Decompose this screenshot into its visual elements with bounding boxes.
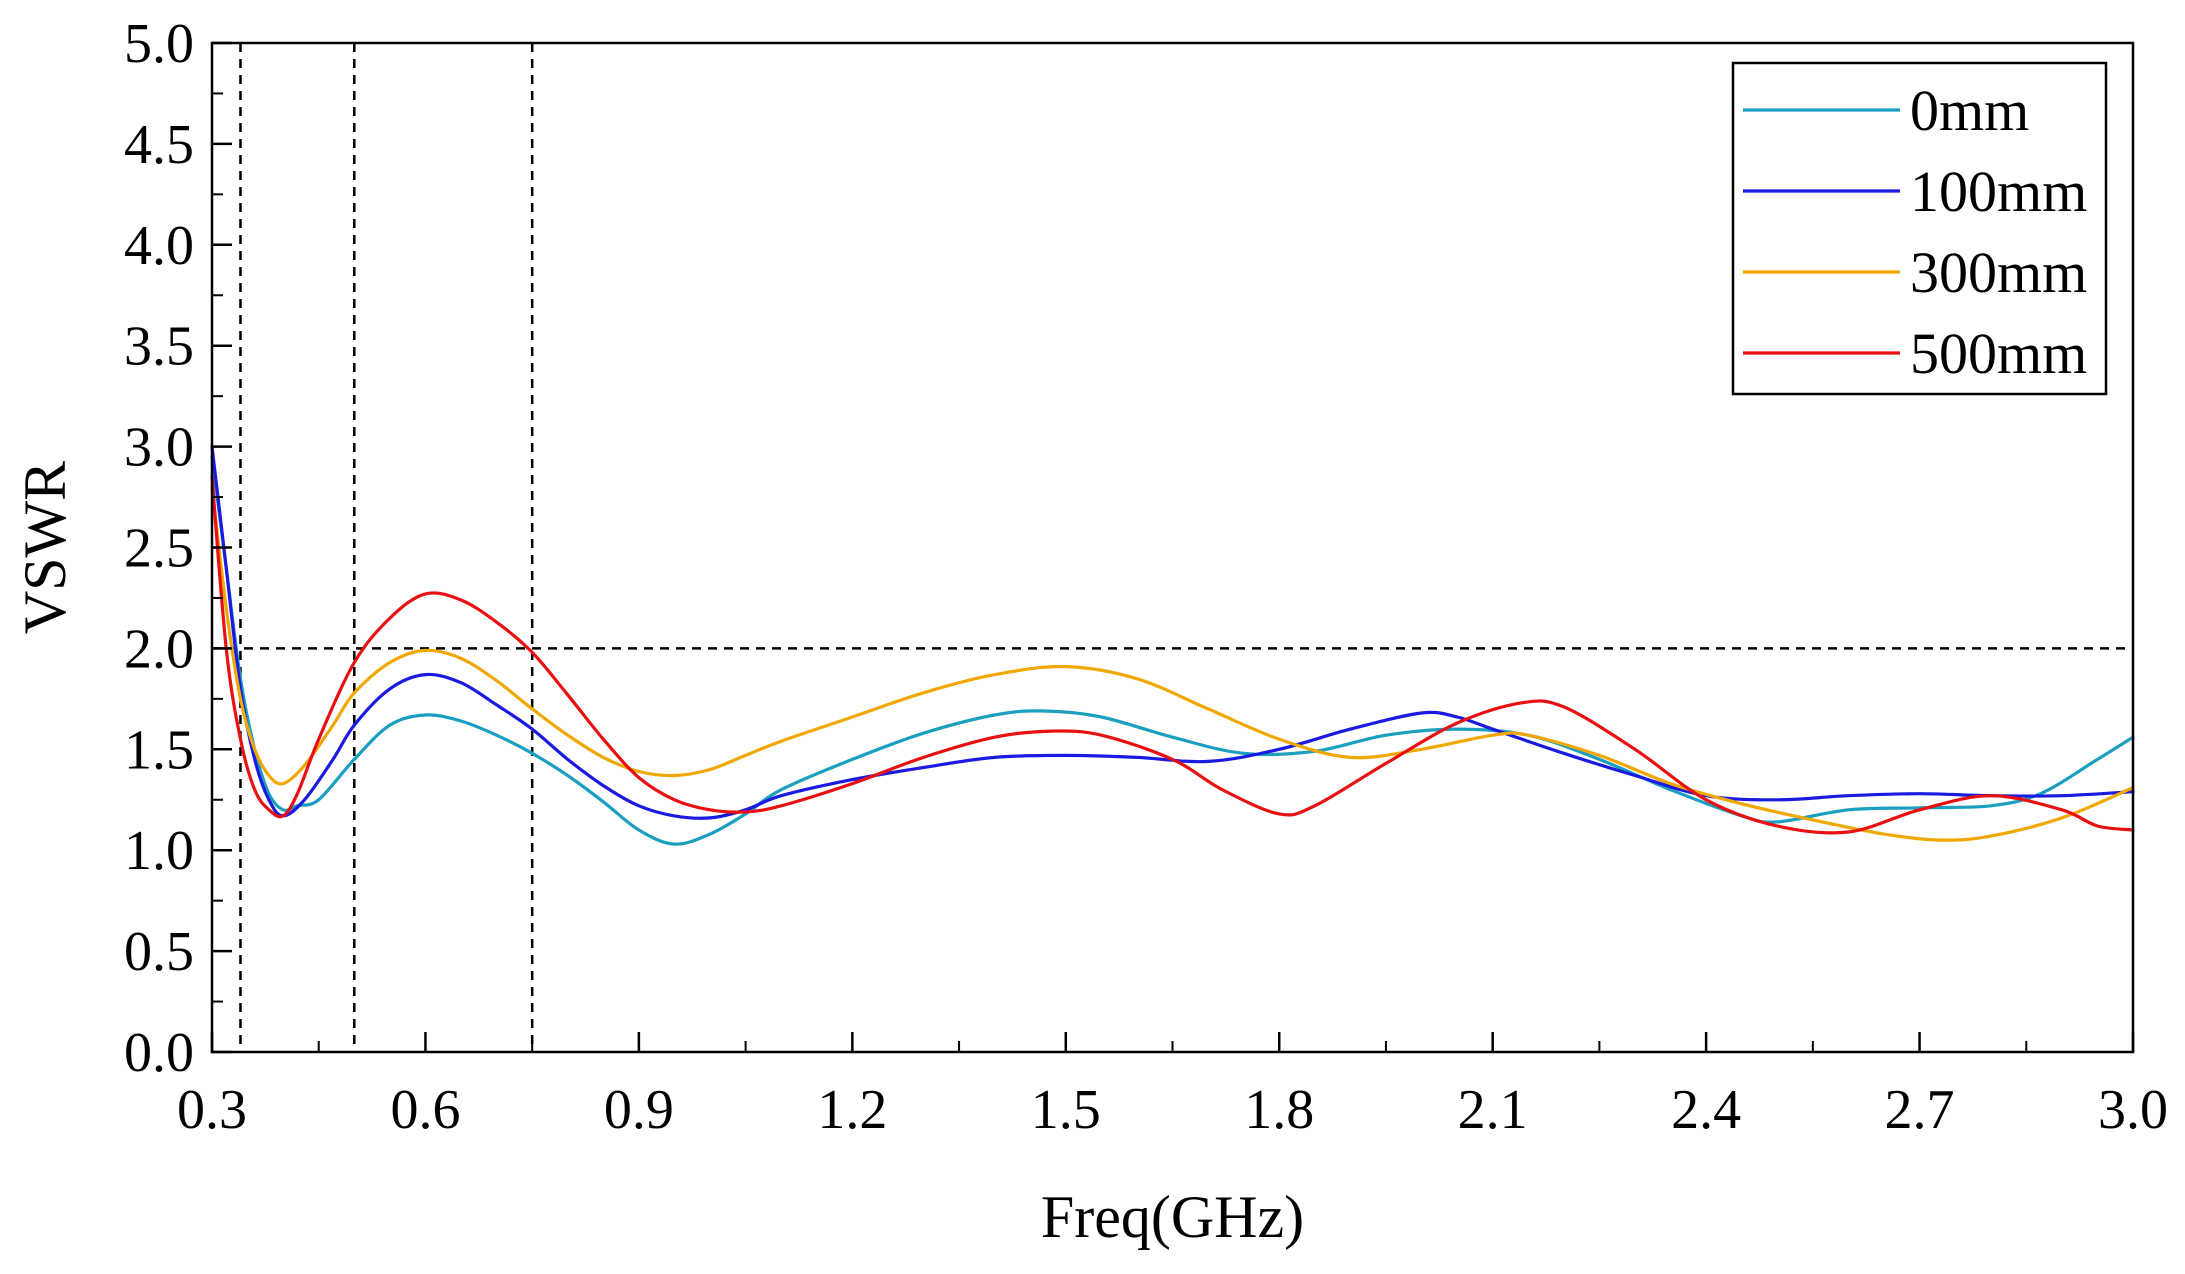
x-tick-label: 1.2 xyxy=(817,1079,887,1141)
y-tick-label: 0.0 xyxy=(124,1022,194,1084)
y-tick-label: 2.0 xyxy=(124,618,194,680)
series-line-0mm xyxy=(210,455,2135,846)
series-line-500mm xyxy=(210,475,2135,835)
x-axis-title: Freq(GHz) xyxy=(1041,1184,1304,1250)
legend-label: 100mm xyxy=(1910,159,2087,224)
x-tick-label: 2.4 xyxy=(1671,1079,1741,1141)
legend-box xyxy=(1731,61,2108,396)
y-tick-label: 1.0 xyxy=(124,820,194,882)
x-tick-label: 2.7 xyxy=(1885,1079,1955,1141)
x-tick-label: 1.5 xyxy=(1031,1079,1101,1141)
x-tick-label: 0.3 xyxy=(177,1079,247,1141)
y-axis: 0.0 0.5 1.0 1.5 2.0 2.5 3.0 3.5 4.0 4.5 5.0 xyxy=(124,13,232,1084)
series-lines xyxy=(210,445,2135,846)
series-line-300mm xyxy=(210,485,2135,842)
y-tick-label: 5.0 xyxy=(124,13,194,75)
reference-lines xyxy=(212,43,2133,1052)
x-tick-label: 1.8 xyxy=(1244,1079,1314,1141)
y-tick-label: 3.5 xyxy=(124,316,194,378)
series-line-100mm xyxy=(210,445,2135,820)
y-tick-label: 4.0 xyxy=(124,215,194,277)
y-tick-label: 0.5 xyxy=(124,921,194,983)
x-axis: 0.3 0.6 0.9 1.2 1.5 1.8 2.1 2.4 2.7 3.0 xyxy=(177,1032,2168,1141)
x-tick-label: 3.0 xyxy=(2098,1079,2168,1141)
legend-label: 500mm xyxy=(1910,321,2087,386)
y-axis-title: VSWR xyxy=(12,461,78,634)
y-tick-label: 2.5 xyxy=(124,518,194,580)
y-tick-label: 1.5 xyxy=(124,719,194,781)
y-tick-label: 3.0 xyxy=(124,417,194,479)
x-tick-label: 0.6 xyxy=(390,1079,460,1141)
legend-label: 0mm xyxy=(1910,78,2029,143)
legend-label: 300mm xyxy=(1910,240,2087,305)
legend: 0mm 100mm 300mm 500mm xyxy=(1731,61,2108,396)
x-tick-label: 2.1 xyxy=(1458,1079,1528,1141)
x-tick-label: 0.9 xyxy=(604,1079,674,1141)
y-tick-label: 4.5 xyxy=(124,114,194,176)
